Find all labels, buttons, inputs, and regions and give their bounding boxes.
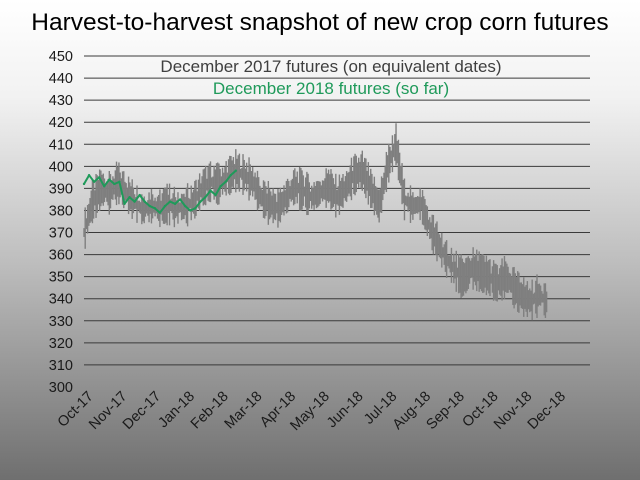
y-tick-label: 310 <box>49 358 73 374</box>
y-tick-label: 400 <box>49 159 73 175</box>
dec-2018-point <box>118 180 121 183</box>
dec-2018-point <box>224 180 227 183</box>
dec-2018-point <box>189 209 192 212</box>
x-axis: Oct-17Nov-17Dec-17Jan-18Feb-18Mar-18Apr-… <box>55 389 569 435</box>
dec-2018-point <box>108 178 111 181</box>
dec-2018-point <box>128 196 131 199</box>
dec-2018-point <box>194 207 197 210</box>
y-tick-label: 370 <box>49 226 73 242</box>
chart-title: Harvest-to-harvest snapshot of new crop … <box>31 9 608 36</box>
legend-series-dec-2017: December 2017 futures (on equivalent dat… <box>160 57 501 76</box>
y-tick-label: 390 <box>49 181 73 197</box>
y-tick-label: 330 <box>49 314 73 330</box>
y-tick-label: 440 <box>49 71 73 87</box>
dec-2018-point <box>199 200 202 203</box>
dec-2018-point <box>82 182 86 186</box>
y-tick-label: 380 <box>49 203 73 219</box>
dec-2018-point <box>219 184 222 188</box>
dec-2018-point <box>138 193 141 197</box>
x-tick-label: Dec-18 <box>525 389 569 433</box>
dec-2018-point <box>153 207 157 210</box>
dec-2018-point <box>148 204 151 208</box>
y-tick-label: 420 <box>49 115 73 131</box>
x-tick-label: Jun-18 <box>324 389 367 432</box>
dec-2018-point <box>178 198 182 201</box>
dec-2018-point <box>229 173 232 177</box>
dec-2018-point <box>214 193 217 197</box>
dec-2018-point <box>234 169 237 172</box>
dec-2018-point <box>143 200 146 203</box>
dec-2018-point <box>97 176 101 179</box>
y-tick-label: 350 <box>49 270 73 286</box>
dec-2018-point <box>87 173 91 177</box>
y-tick-label: 320 <box>49 336 73 352</box>
dec-2018-point <box>133 200 136 203</box>
legend-series-dec-2018: December 2018 futures (so far) <box>213 79 449 98</box>
grid <box>84 55 590 366</box>
dec-2018-point <box>168 200 172 203</box>
dec-2018-point <box>123 202 126 206</box>
dec-2018-point <box>209 189 212 192</box>
dec-2018-point <box>204 196 207 199</box>
y-tick-label: 450 <box>49 49 73 65</box>
dec-2018-point <box>184 204 187 208</box>
dec-2018-point <box>163 204 167 208</box>
x-tick-label: Dec-17 <box>120 389 164 433</box>
dec-2018-point <box>92 180 96 183</box>
dec-2018-point <box>173 202 177 206</box>
y-tick-label: 430 <box>49 93 73 109</box>
dec-2018-point <box>103 184 106 188</box>
y-tick-label: 410 <box>49 137 73 153</box>
y-axis: 300 310 320 330 340 350 360 370 380 390 400 410 420 4… <box>49 49 73 396</box>
x-tick-label: Mar-18 <box>222 389 266 433</box>
x-tick-label: Sep-18 <box>424 389 468 433</box>
plot-area <box>82 123 548 321</box>
y-tick-label: 300 <box>49 380 73 396</box>
y-tick-label: 340 <box>49 292 73 308</box>
dec-2018-point <box>113 182 116 186</box>
dec-2018-point <box>158 211 162 214</box>
y-tick-label: 360 <box>49 248 73 264</box>
